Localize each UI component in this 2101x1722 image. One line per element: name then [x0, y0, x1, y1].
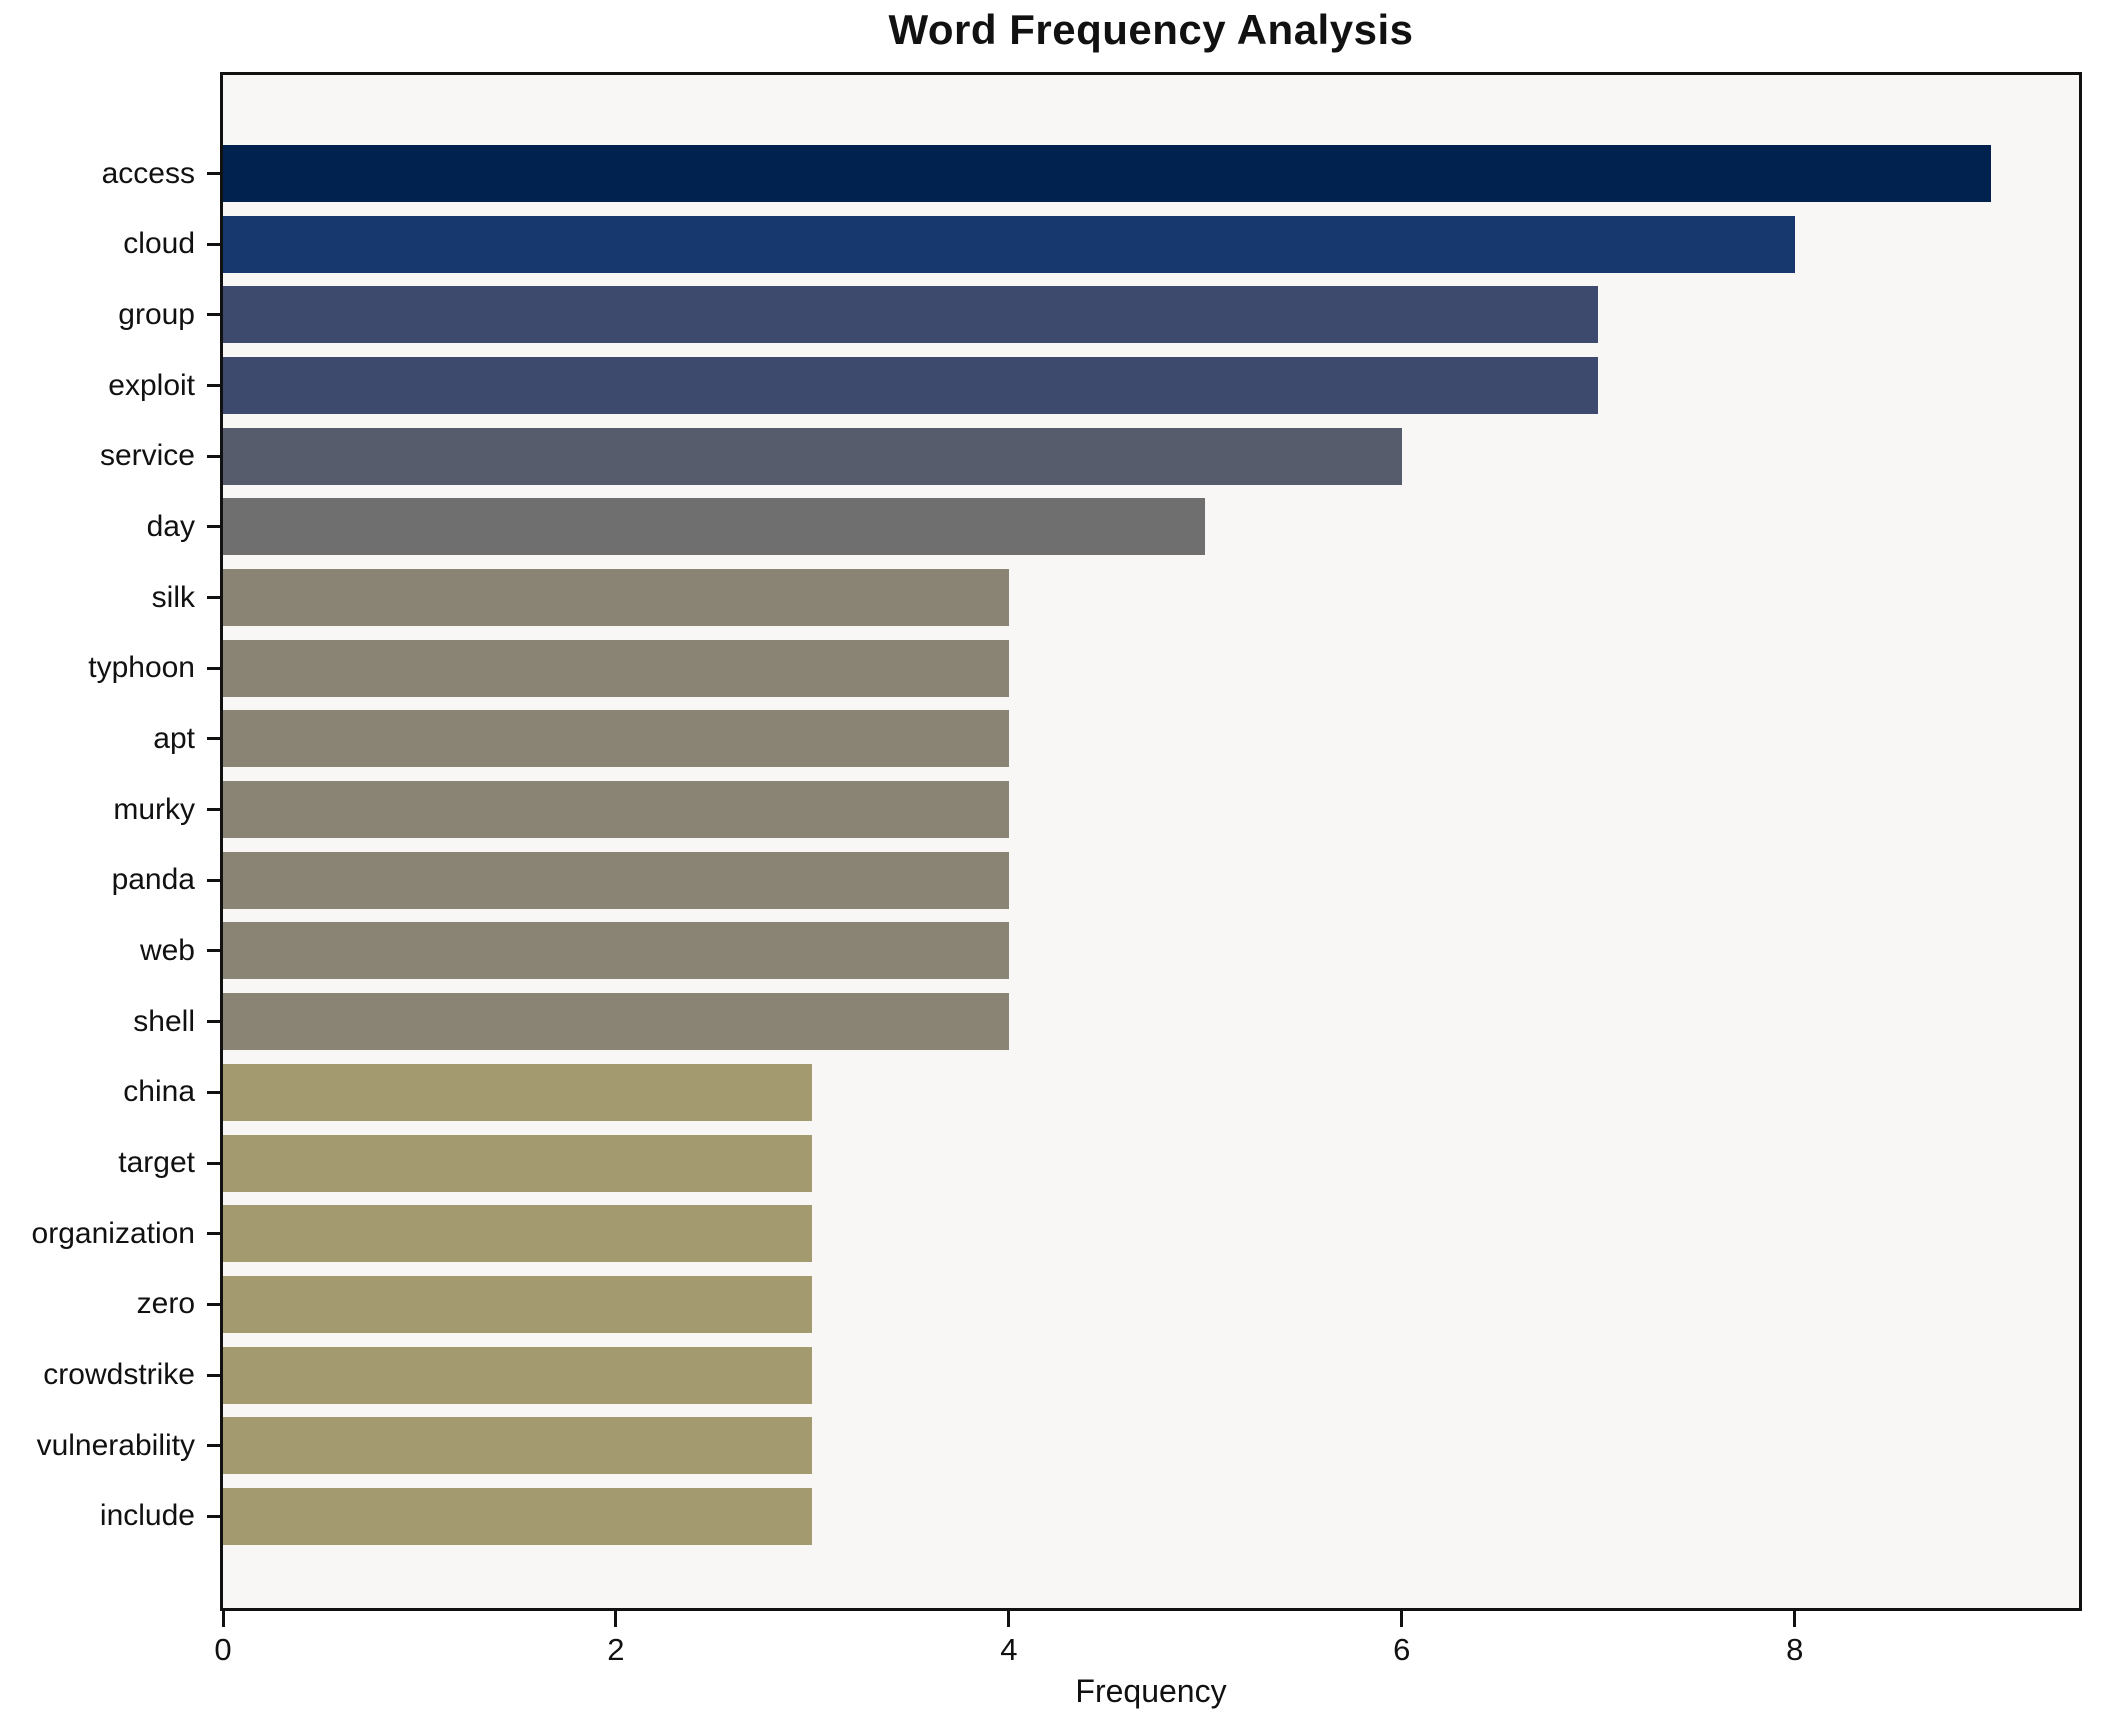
y-tick-label-service: service [99, 439, 195, 473]
bar-shell [223, 993, 1009, 1051]
bar-web [223, 922, 1009, 980]
x-tick-mark [1007, 1611, 1011, 1627]
x-tick-label-4: 4 [1000, 1632, 1018, 1667]
y-tick-label-access: access [101, 156, 195, 190]
bar-target [223, 1134, 813, 1192]
y-tick-mark [207, 384, 220, 388]
y-tick-mark [207, 242, 220, 246]
x-tick-label-8: 8 [1786, 1632, 1804, 1667]
x-tick-mark [1793, 1611, 1797, 1627]
y-tick-label-shell: shell [133, 1004, 195, 1038]
y-tick-mark [207, 1302, 220, 1306]
y-tick-mark [207, 1514, 220, 1518]
bar-include [223, 1487, 813, 1545]
x-tick-label-6: 6 [1393, 1632, 1411, 1667]
bar-vulnerability [223, 1417, 813, 1475]
y-tick-mark [207, 666, 220, 670]
y-tick-mark [207, 949, 220, 953]
y-tick-label-target: target [118, 1146, 195, 1180]
y-tick-label-web: web [139, 933, 195, 967]
plot-area [220, 72, 2082, 1611]
x-tick-label-0: 0 [214, 1632, 232, 1667]
y-tick-label-exploit: exploit [108, 368, 195, 402]
bar-typhoon [223, 639, 1009, 697]
y-tick-label-day: day [146, 509, 195, 543]
x-tick-mark [221, 1611, 225, 1627]
bar-cloud [223, 215, 1795, 273]
y-tick-mark [207, 1020, 220, 1024]
y-tick-mark [207, 454, 220, 458]
x-tick-label-2: 2 [607, 1632, 625, 1667]
y-tick-label-china: china [123, 1075, 195, 1109]
bar-service [223, 427, 1402, 485]
y-tick-label-murky: murky [113, 792, 195, 826]
y-tick-mark [207, 313, 220, 317]
bar-exploit [223, 357, 1599, 415]
bar-china [223, 1063, 813, 1121]
y-tick-label-include: include [99, 1499, 195, 1533]
y-tick-mark [207, 1373, 220, 1377]
y-tick-mark [207, 596, 220, 600]
bar-silk [223, 569, 1009, 627]
bar-panda [223, 851, 1009, 909]
x-tick-mark [1400, 1611, 1404, 1627]
y-tick-mark [207, 1232, 220, 1236]
x-axis-label: Frequency [1075, 1673, 1227, 1709]
bar-day [223, 498, 1206, 556]
y-tick-label-crowdstrike: crowdstrike [43, 1358, 195, 1392]
bar-murky [223, 781, 1009, 839]
bar-apt [223, 710, 1009, 768]
y-tick-mark [207, 1444, 220, 1448]
y-tick-label-silk: silk [151, 580, 195, 614]
y-tick-mark [207, 172, 220, 175]
bar-zero [223, 1275, 813, 1333]
y-tick-label-zero: zero [136, 1287, 195, 1321]
y-tick-mark [207, 525, 220, 529]
y-tick-label-cloud: cloud [123, 227, 195, 261]
y-tick-label-typhoon: typhoon [88, 651, 195, 685]
bar-group [223, 286, 1599, 344]
y-tick-mark [207, 1161, 220, 1165]
y-tick-label-organization: organization [31, 1216, 195, 1250]
bar-crowdstrike [223, 1346, 813, 1404]
bar-organization [223, 1205, 813, 1263]
y-tick-mark [207, 737, 220, 741]
y-tick-label-group: group [118, 297, 195, 331]
y-tick-mark [207, 878, 220, 882]
chart-title: Word Frequency Analysis [888, 6, 1414, 53]
x-tick-mark [614, 1611, 618, 1627]
y-tick-mark [207, 1090, 220, 1094]
y-tick-label-vulnerability: vulnerability [36, 1428, 195, 1462]
y-tick-label-apt: apt [153, 721, 195, 755]
bar-access [223, 145, 1992, 202]
y-tick-label-panda: panda [111, 863, 195, 897]
y-tick-mark [207, 808, 220, 812]
